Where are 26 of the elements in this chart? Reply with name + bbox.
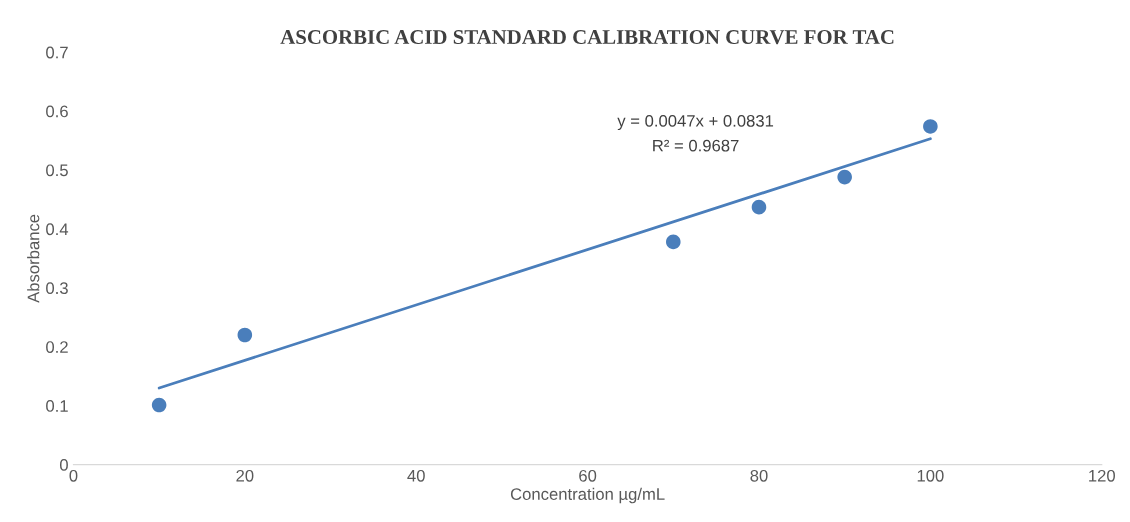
point [923,119,938,134]
x-tick-label: 60 [579,469,597,482]
y-tick-label: 0.3 [46,282,68,295]
point [151,397,167,413]
y-axis-title: Absorbance [27,214,40,303]
y-tick-label: 0 [59,458,68,471]
y-tick-label: 0.5 [46,164,68,177]
x-tick-label: 80 [750,469,768,482]
point [751,199,767,215]
y-tick-label: 0.2 [46,341,68,353]
chart-title: ASCORBIC ACID STANDARD CALIBRATION CURVE FOR TAC [280,30,894,45]
point [666,234,681,250]
point [237,327,253,343]
x-tick-label: 100 [917,469,944,482]
x-tick-label: 20 [236,469,254,482]
annotation: y = 0.0047x + 0.0831 [617,114,774,131]
y-tick-label: 0.1 [46,400,68,412]
annotation: R² = 0.9687 [653,139,739,152]
y-tick-label: 0.7 [46,46,68,59]
x-tick-label: 0 [69,469,78,482]
x-tick-label: 120 [1089,469,1115,482]
x-axis-title: Concentration µg/mL [510,487,665,504]
point [837,169,852,185]
y-tick-label: 0.6 [46,105,68,118]
x-tick-label: 40 [407,469,425,482]
y-tick-label: 0.4 [46,223,69,236]
